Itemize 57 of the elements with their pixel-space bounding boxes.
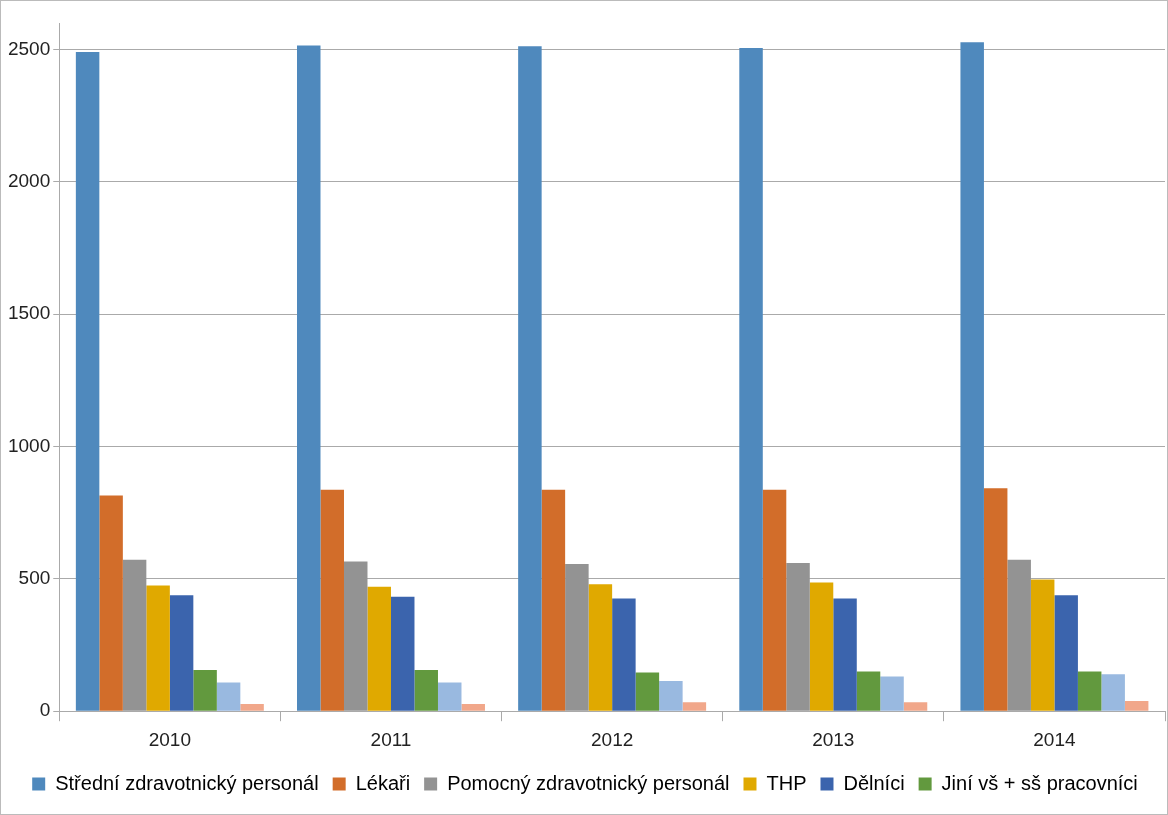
bar xyxy=(762,489,787,711)
bar xyxy=(169,595,194,711)
bar xyxy=(75,52,100,711)
bar xyxy=(1030,579,1055,711)
bar xyxy=(343,561,368,711)
bar xyxy=(588,584,613,711)
bar xyxy=(1007,559,1031,711)
legend-label: Pomocný zdravotnický personál xyxy=(447,771,730,794)
bar xyxy=(541,489,566,711)
bar xyxy=(960,42,984,711)
bar xyxy=(635,672,660,711)
bar xyxy=(367,586,391,711)
bar xyxy=(146,585,170,711)
bar xyxy=(809,582,834,711)
bar xyxy=(122,559,147,711)
bar xyxy=(297,45,321,711)
bar xyxy=(880,676,904,711)
bar xyxy=(99,495,123,711)
y-tick-label: 1500 xyxy=(7,302,51,324)
bar xyxy=(437,682,462,711)
bar xyxy=(1054,595,1078,711)
bar xyxy=(903,702,928,711)
bar xyxy=(1077,671,1102,711)
y-tick-label: 1000 xyxy=(7,434,51,456)
bar xyxy=(833,598,857,711)
bar xyxy=(216,682,241,711)
y-tick-label: 0 xyxy=(39,699,51,721)
y-tick-label: 2500 xyxy=(7,37,51,59)
bar xyxy=(461,704,485,711)
legend-label: Dělníci xyxy=(843,771,905,794)
y-tick-label: 500 xyxy=(18,567,51,589)
bar xyxy=(1101,674,1125,711)
bar xyxy=(1124,700,1149,711)
bar xyxy=(240,704,264,711)
legend-label: THP xyxy=(766,771,807,794)
x-tick-label: 2013 xyxy=(812,728,855,750)
bar xyxy=(390,596,415,711)
bar xyxy=(193,669,217,711)
bar xyxy=(518,46,542,711)
bar xyxy=(612,598,636,711)
legend-label: Lékaři xyxy=(355,771,411,794)
bar xyxy=(659,681,683,711)
legend-label: Střední zdravotnický personál xyxy=(55,771,319,794)
bar xyxy=(682,702,707,711)
y-tick-label: 2000 xyxy=(7,170,51,192)
bar xyxy=(414,669,438,711)
bar xyxy=(856,671,881,711)
x-tick-label: 2011 xyxy=(370,728,412,750)
bar xyxy=(565,564,589,711)
bar xyxy=(320,489,344,711)
x-tick-label: 2012 xyxy=(590,728,634,750)
bar xyxy=(786,562,810,711)
x-tick-label: 2014 xyxy=(1033,728,1076,750)
legend-label: Jiní vš + sš pracovníci xyxy=(941,771,1138,794)
bar xyxy=(739,47,763,711)
x-tick-label: 2010 xyxy=(148,728,191,750)
bar xyxy=(983,488,1008,711)
